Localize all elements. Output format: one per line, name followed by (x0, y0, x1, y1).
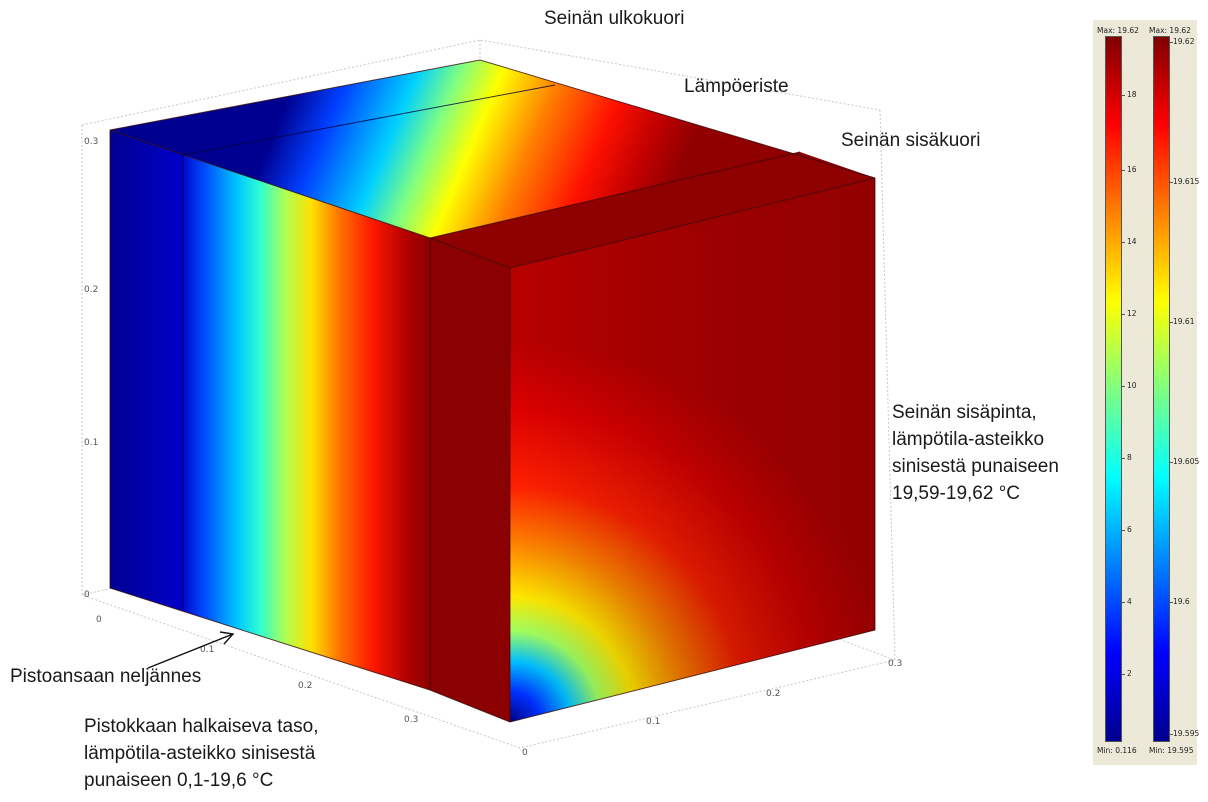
colorbar-2-label-19.615: 19.615 (1173, 177, 1200, 186)
colorbar-1-label-16: 16 (1127, 165, 1137, 174)
colorbar-2-label-19.61: 19.61 (1173, 317, 1195, 326)
label-socket-quarter: Pistoansaan neljännes (10, 666, 202, 687)
cutting-plane-line-2: lämpötila-asteikko sinisestä (84, 742, 316, 764)
inner-surface-line-4: 19,59-19,62 °C (892, 482, 1021, 504)
colorbar-1-label-14: 14 (1127, 237, 1137, 246)
width-tick-0.1: 0.1 (646, 717, 660, 727)
colorbar-1-tick (1121, 458, 1125, 459)
vertical-tick-0.3: 0.3 (84, 137, 98, 147)
colorbar-1-tick (1121, 95, 1125, 96)
label-outer-shell: Seinän ulkokuori (544, 8, 685, 29)
colorbar-1-tick (1121, 530, 1125, 531)
label-inner-shell: Seinän sisäkuori (841, 130, 981, 151)
colorbar-2-min: Min: 19.595 (1149, 746, 1194, 755)
vertical-tick-0.1: 0.1 (84, 438, 98, 448)
colorbar-2-label-19.6: 19.6 (1173, 597, 1190, 606)
inner-surface-shade (510, 178, 875, 722)
colorbar-1-tick (1121, 674, 1125, 675)
inner-shell-front (430, 238, 510, 722)
front-face (110, 130, 430, 690)
depth-tick-0.3: 0.3 (404, 715, 418, 725)
colorbar-2-tick (1169, 602, 1173, 603)
arrow-pointer (147, 631, 235, 669)
vertical-tick-0.2: 0.2 (84, 285, 98, 295)
colorbar-2-gradient (1153, 36, 1170, 742)
colorbar-panel: Max: 19.62 Min: 0.116 18 16 14 12 10 8 6… (1093, 20, 1200, 765)
width-tick-0.3: 0.3 (888, 659, 902, 669)
colorbar-2-label-19.605: 19.605 (1173, 457, 1200, 466)
depth-tick-0.2: 0.2 (298, 681, 312, 691)
cutting-plane-line-3: punaiseen 0,1-19,6 °C (84, 769, 274, 791)
width-tick-0: 0 (522, 748, 528, 758)
colorbar-1-tick (1121, 314, 1125, 315)
label-inner-surface: Seinän sisäpinta, lämpötila-asteikko sin… (892, 400, 1059, 508)
colorbar-1-label-8: 8 (1127, 453, 1132, 462)
colorbar-1-tick (1121, 170, 1125, 171)
colorbar-1-label-2: 2 (1127, 669, 1132, 678)
colorbar-2-tick (1169, 42, 1173, 43)
cube-edges (109, 59, 876, 723)
temperature-3d-plot: 0.3 0.2 0.1 0 0 0.1 0.2 0.3 0 0.1 0.2 0.… (81, 39, 902, 758)
colorbar-2-label-19.595: 19.595 (1173, 729, 1200, 738)
colorbar-1-label-4: 4 (1127, 597, 1132, 606)
depth-tick-0: 0 (96, 615, 102, 625)
label-cutting-plane: Pistokkaan halkaiseva taso, lämpötila-as… (84, 714, 318, 795)
colorbar-2-tick (1169, 734, 1173, 735)
label-insulation: Lämpöeriste (684, 76, 789, 97)
colorbar-1-max: Max: 19.62 (1097, 26, 1139, 35)
width-tick-0.2: 0.2 (766, 689, 780, 699)
colorbar-2-tick (1169, 322, 1173, 323)
colorbar-1-gradient (1105, 36, 1122, 742)
cutting-plane-line-1: Pistokkaan halkaiseva taso, (84, 716, 319, 737)
colorbar-1-tick (1121, 386, 1125, 387)
colorbar-2-tick (1169, 182, 1173, 183)
colorbar-1-label-18: 18 (1127, 90, 1137, 99)
colorbar-2-max: Max: 19.62 (1149, 26, 1191, 35)
colorbar-1-label-12: 12 (1127, 309, 1137, 318)
depth-tick-0.1: 0.1 (200, 645, 214, 655)
colorbar-2-tick (1169, 462, 1173, 463)
colorbar-2-label-19.62: 19.62 (1173, 37, 1195, 46)
colorbar-1-label-6: 6 (1127, 525, 1132, 534)
inner-surface-line-1: Seinän sisäpinta, (892, 402, 1037, 423)
inner-surface-line-2: lämpötila-asteikko (892, 428, 1045, 450)
colorbar-1-tick (1121, 602, 1125, 603)
colorbar-1-label-10: 10 (1127, 381, 1137, 390)
vertical-tick-0: 0 (84, 590, 90, 600)
inner-shell-top (430, 152, 875, 268)
colorbar-1-tick (1121, 242, 1125, 243)
colorbar-1-min: Min: 0.116 (1097, 746, 1137, 755)
inner-surface-line-3: sinisestä punaiseen (892, 455, 1059, 477)
